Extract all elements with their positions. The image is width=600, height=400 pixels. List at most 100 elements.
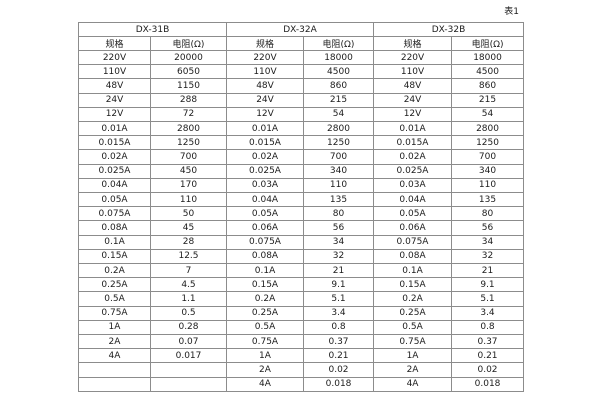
spec-cell: 0.02A [373, 149, 453, 165]
spec-cell: 0.05A [78, 192, 151, 208]
spec-cell: 4A [226, 376, 304, 393]
resistance-cell: 110 [150, 192, 227, 208]
spec-cell: 48V [226, 78, 304, 94]
spec-cell: 0.015A [226, 135, 304, 151]
resistance-cell: 80 [451, 206, 525, 222]
spec-cell: 0.05A [226, 206, 304, 222]
resistance-cell: 20000 [150, 49, 227, 66]
resistance-cell: 34 [451, 234, 525, 250]
spec-cell: 0.1A [226, 263, 304, 279]
spec-cell: 0.04A [78, 177, 151, 194]
resistance-cell: 21 [302, 263, 375, 279]
spec-cell: 0.15A [226, 277, 304, 293]
resistance-cell: 0.37 [302, 334, 375, 350]
resistance-table: DX-31B DX-32A DX-32B 规格 电阻(Ω) 规格 电阻(Ω) 规… [78, 22, 525, 393]
resistance-cell: 9.1 [451, 277, 525, 293]
spec-cell: 0.02A [78, 149, 151, 165]
resistance-cell: 215 [302, 92, 375, 108]
table-row: 0.075A 50 0.05A 80 0.05A 80 [78, 206, 525, 222]
resistance-cell: 54 [451, 106, 525, 123]
table-caption: 表1 [504, 7, 519, 17]
spec-cell: 0.02A [226, 149, 304, 165]
table-row: 0.025A 450 0.025A 340 0.025A 340 [78, 163, 525, 179]
spec-cell: 0.03A [373, 177, 453, 194]
table-row: 48V 1150 48V 860 48V 860 [78, 78, 525, 94]
spec-cell: 110V [373, 64, 453, 80]
resistance-cell: 135 [451, 192, 525, 208]
resistance-cell [150, 376, 227, 393]
col-header-spec: 规格 [373, 36, 453, 51]
table-row: 4A 0.017 1A 0.21 1A 0.21 [78, 348, 525, 364]
resistance-cell: 5.1 [302, 291, 375, 307]
resistance-cell: 6050 [150, 64, 227, 80]
col-header-resistance: 电阻(Ω) [302, 36, 375, 51]
resistance-cell: 21 [451, 263, 525, 279]
resistance-cell: 32 [451, 248, 525, 265]
spec-cell: 0.75A [78, 305, 151, 321]
spec-cell: 0.08A [226, 248, 304, 265]
resistance-cell: 0.02 [451, 362, 525, 378]
resistance-cell: 1250 [150, 135, 227, 151]
resistance-cell: 50 [150, 206, 227, 222]
spec-cell: 0.5A [226, 319, 304, 336]
spec-cell: 0.04A [226, 192, 304, 208]
resistance-cell: 0.28 [150, 319, 227, 336]
resistance-cell: 0.5 [150, 305, 227, 321]
resistance-cell: 110 [451, 177, 525, 194]
spec-cell: 0.06A [373, 220, 453, 236]
column-header-row: 规格 电阻(Ω) 规格 电阻(Ω) 规格 电阻(Ω) [78, 36, 525, 51]
resistance-cell [150, 362, 227, 378]
spec-cell [78, 376, 151, 393]
spec-cell: 0.25A [226, 305, 304, 321]
spec-cell: 0.01A [226, 121, 304, 137]
resistance-cell: 0.8 [451, 319, 525, 336]
spec-cell: 0.5A [78, 291, 151, 307]
table-row: 2A 0.07 0.75A 0.37 0.75A 0.37 [78, 334, 525, 350]
table-row: 12V 72 12V 54 12V 54 [78, 106, 525, 123]
resistance-cell: 45 [150, 220, 227, 236]
resistance-cell: 860 [302, 78, 375, 94]
spec-cell: 4A [78, 348, 151, 364]
spec-cell: 48V [373, 78, 453, 94]
table-row: 0.015A 1250 0.015A 1250 0.015A 1250 [78, 135, 525, 151]
resistance-cell: 700 [451, 149, 525, 165]
spec-cell: 0.2A [226, 291, 304, 307]
table-row: 0.1A 28 0.075A 34 0.075A 34 [78, 234, 525, 250]
spec-cell: 0.025A [373, 163, 453, 179]
resistance-cell: 0.21 [451, 348, 525, 364]
spec-cell: 0.075A [373, 234, 453, 250]
resistance-cell: 0.018 [451, 376, 525, 393]
resistance-cell: 0.017 [150, 348, 227, 364]
spec-cell: 0.025A [226, 163, 304, 179]
resistance-cell: 288 [150, 92, 227, 108]
table-row: 0.01A 2800 0.01A 2800 0.01A 2800 [78, 121, 525, 137]
resistance-cell: 1150 [150, 78, 227, 94]
spec-cell: 0.015A [373, 135, 453, 151]
spec-cell: 220V [78, 49, 151, 66]
resistance-cell: 4.5 [150, 277, 227, 293]
resistance-cell: 18000 [302, 49, 375, 66]
resistance-cell: 0.8 [302, 319, 375, 336]
spec-cell: 2A [78, 334, 151, 350]
resistance-cell: 54 [302, 106, 375, 123]
col-header-resistance: 电阻(Ω) [451, 36, 525, 51]
spec-cell: 0.75A [373, 334, 453, 350]
resistance-cell: 2800 [302, 121, 375, 137]
spec-cell: 0.025A [78, 163, 151, 179]
table-row: 1A 0.28 0.5A 0.8 0.5A 0.8 [78, 319, 525, 336]
spec-cell: 24V [226, 92, 304, 108]
resistance-cell: 4500 [451, 64, 525, 80]
spec-cell: 0.15A [373, 277, 453, 293]
resistance-cell: 2800 [150, 121, 227, 137]
resistance-cell: 450 [150, 163, 227, 179]
resistance-cell: 18000 [451, 49, 525, 66]
resistance-cell: 170 [150, 177, 227, 194]
resistance-cell: 28 [150, 234, 227, 250]
resistance-cell: 80 [302, 206, 375, 222]
resistance-cell: 1250 [451, 135, 525, 151]
col-header-spec: 规格 [226, 36, 304, 51]
spec-cell: 0.15A [78, 248, 151, 265]
resistance-cell: 0.02 [302, 362, 375, 378]
group-header-dx31b: DX-31B [78, 22, 227, 37]
